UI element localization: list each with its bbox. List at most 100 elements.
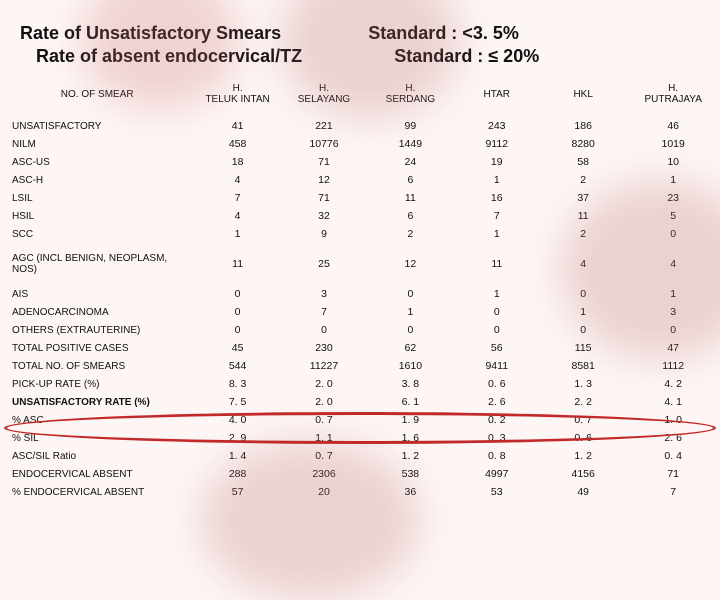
cell: 0. 3 bbox=[454, 429, 540, 447]
cell: 99 bbox=[367, 117, 453, 135]
cell: 25 bbox=[281, 243, 367, 285]
cell: 0 bbox=[194, 285, 280, 303]
row-label: ASC-US bbox=[0, 153, 194, 171]
cell: 1449 bbox=[367, 135, 453, 153]
cell: 9112 bbox=[454, 135, 540, 153]
row-label: % ENDOCERVICAL ABSENT bbox=[0, 483, 194, 501]
cell: 4. 2 bbox=[626, 375, 720, 393]
cell: 1. 0 bbox=[626, 411, 720, 429]
row-label: % SIL bbox=[0, 429, 194, 447]
cell: 71 bbox=[626, 465, 720, 483]
cell: 7 bbox=[281, 303, 367, 321]
cell: 56 bbox=[454, 339, 540, 357]
row-label: UNSATISFACTORY bbox=[0, 117, 194, 135]
cell: 9 bbox=[281, 225, 367, 243]
row-label: NILM bbox=[0, 135, 194, 153]
cell: 6. 1 bbox=[367, 393, 453, 411]
table-row: ASC-US187124195810 bbox=[0, 153, 720, 171]
row-label: OTHERS (EXTRAUTERINE) bbox=[0, 321, 194, 339]
cell: 2. 6 bbox=[626, 429, 720, 447]
cell: 0 bbox=[367, 285, 453, 303]
cell: 0. 2 bbox=[454, 411, 540, 429]
column-header: HTAR bbox=[454, 77, 540, 117]
cell: 4. 1 bbox=[626, 393, 720, 411]
cell: 12 bbox=[367, 243, 453, 285]
cell: 1. 2 bbox=[540, 447, 626, 465]
row-label: HSIL bbox=[0, 207, 194, 225]
cell: 230 bbox=[281, 339, 367, 357]
row-label: SCC bbox=[0, 225, 194, 243]
cell: 71 bbox=[281, 189, 367, 207]
row-label: UNSATISFACTORY RATE (%) bbox=[0, 393, 194, 411]
cell: 7 bbox=[454, 207, 540, 225]
cell: 0. 7 bbox=[281, 411, 367, 429]
table-row: % ASC4. 00. 71. 90. 20. 71. 0 bbox=[0, 411, 720, 429]
cell: 221 bbox=[281, 117, 367, 135]
cell: 0 bbox=[454, 303, 540, 321]
cell: 458 bbox=[194, 135, 280, 153]
cell: 24 bbox=[367, 153, 453, 171]
cell: 1610 bbox=[367, 357, 453, 375]
cell: 4. 0 bbox=[194, 411, 280, 429]
cell: 1 bbox=[367, 303, 453, 321]
row-label: PICK-UP RATE (%) bbox=[0, 375, 194, 393]
cell: 2. 2 bbox=[540, 393, 626, 411]
cell: 0. 6 bbox=[454, 375, 540, 393]
cell: 3 bbox=[281, 285, 367, 303]
row-label: ADENOCARCINOMA bbox=[0, 303, 194, 321]
row-label: AIS bbox=[0, 285, 194, 303]
table-row: ASC-H4126121 bbox=[0, 171, 720, 189]
cell: 0. 7 bbox=[540, 411, 626, 429]
cell: 1 bbox=[454, 225, 540, 243]
row-label: ASC-H bbox=[0, 171, 194, 189]
cell: 1 bbox=[454, 171, 540, 189]
cell: 62 bbox=[367, 339, 453, 357]
cell: 46 bbox=[626, 117, 720, 135]
cell: 2. 0 bbox=[281, 393, 367, 411]
cell: 71 bbox=[281, 153, 367, 171]
row-label: TOTAL POSITIVE CASES bbox=[0, 339, 194, 357]
cell: 11 bbox=[194, 243, 280, 285]
cell: 41 bbox=[194, 117, 280, 135]
row-label: % ASC bbox=[0, 411, 194, 429]
cell: 10776 bbox=[281, 135, 367, 153]
cell: 0 bbox=[281, 321, 367, 339]
table-row: % SIL2. 91. 11. 60. 30. 62. 6 bbox=[0, 429, 720, 447]
cell: 544 bbox=[194, 357, 280, 375]
cell: 18 bbox=[194, 153, 280, 171]
cell: 11 bbox=[454, 243, 540, 285]
cell: 58 bbox=[540, 153, 626, 171]
cell: 8581 bbox=[540, 357, 626, 375]
cell: 1. 9 bbox=[367, 411, 453, 429]
row-label: ASC/SIL Ratio bbox=[0, 447, 194, 465]
column-header: HKL bbox=[540, 77, 626, 117]
cell: 11 bbox=[367, 189, 453, 207]
cell: 10 bbox=[626, 153, 720, 171]
table-row: NILM458107761449911282801019 bbox=[0, 135, 720, 153]
cell: 0. 4 bbox=[626, 447, 720, 465]
cell: 2 bbox=[367, 225, 453, 243]
cell: 45 bbox=[194, 339, 280, 357]
cell: 243 bbox=[454, 117, 540, 135]
cell: 186 bbox=[540, 117, 626, 135]
cell: 12 bbox=[281, 171, 367, 189]
cell: 1. 3 bbox=[540, 375, 626, 393]
row-label: AGC (INCL BENIGN, NEOPLASM, NOS) bbox=[0, 243, 194, 285]
cell: 2. 0 bbox=[281, 375, 367, 393]
cell: 4156 bbox=[540, 465, 626, 483]
cell: 9411 bbox=[454, 357, 540, 375]
table-row: TOTAL NO. OF SMEARS544112271610941185811… bbox=[0, 357, 720, 375]
cell: 7 bbox=[626, 483, 720, 501]
cell: 8. 3 bbox=[194, 375, 280, 393]
cell: 0 bbox=[194, 321, 280, 339]
table-row: UNSATISFACTORY RATE (%)7. 52. 06. 12. 62… bbox=[0, 393, 720, 411]
cell: 2. 9 bbox=[194, 429, 280, 447]
cell: 0 bbox=[367, 321, 453, 339]
cell: 6 bbox=[367, 207, 453, 225]
table-row: UNSATISFACTORY412219924318646 bbox=[0, 117, 720, 135]
row-label: ENDOCERVICAL ABSENT bbox=[0, 465, 194, 483]
cell: 2 bbox=[540, 171, 626, 189]
column-header: H.PUTRAJAYA bbox=[626, 77, 720, 117]
cell: 11227 bbox=[281, 357, 367, 375]
cell: 53 bbox=[454, 483, 540, 501]
